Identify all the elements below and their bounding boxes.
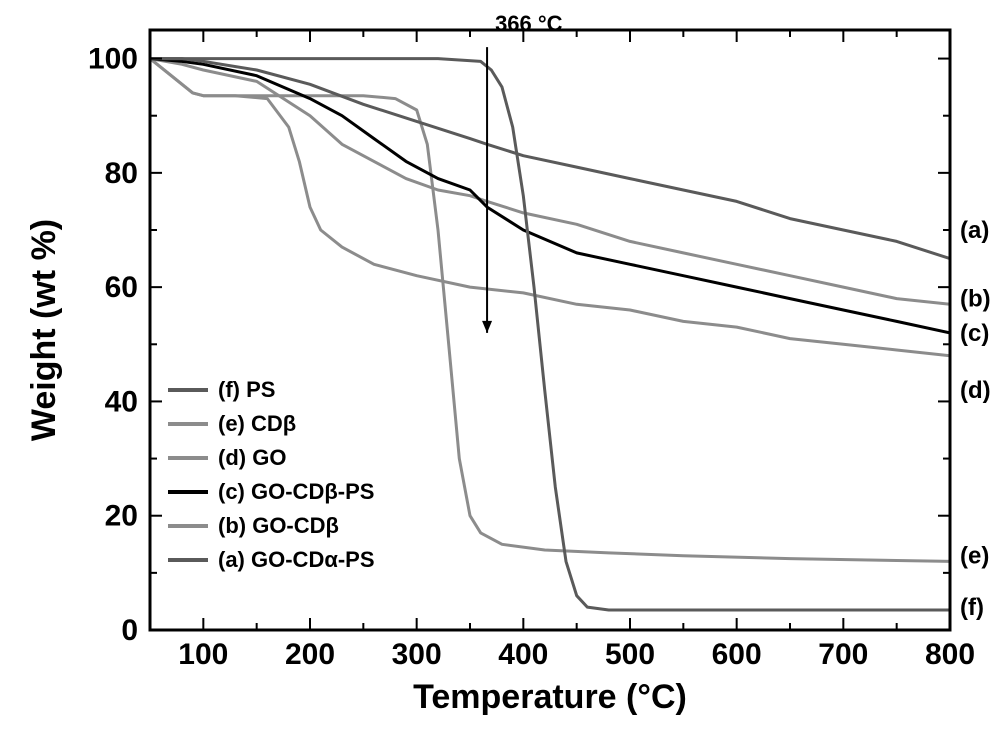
series-tag-b: (b) [960, 286, 991, 313]
x-tick-label: 600 [712, 638, 762, 671]
legend-label-b: (b) GO-CDβ [218, 513, 339, 538]
tga-chart: 100 200 300 400 500 600 700 800 0 20 40 60 80 100 Temp… [0, 0, 1000, 733]
series-tag-c: (c) [960, 320, 989, 347]
legend-swatch-f [168, 388, 208, 392]
legend-label-f: (f) PS [218, 377, 275, 402]
legend-label-e: (e) CDβ [218, 411, 296, 436]
x-tick-label: 400 [498, 638, 548, 671]
x-tick-label: 100 [178, 638, 228, 671]
y-tick-label: 80 [105, 157, 138, 190]
x-tick-label: 200 [285, 638, 335, 671]
legend-swatch-b [168, 524, 208, 528]
annotation-label: 366 °C [495, 11, 563, 36]
y-tick-label: 100 [88, 43, 138, 76]
legend-swatch-e [168, 422, 208, 426]
legend-swatch-d [168, 456, 208, 460]
legend-label-a: (a) GO-CDα-PS [218, 547, 375, 572]
y-tick-label: 0 [121, 614, 138, 647]
series-tag-f: (f) [960, 594, 984, 621]
legend-label-d: (d) GO [218, 445, 286, 470]
x-axis-label: Temperature (°C) [413, 678, 687, 716]
x-tick-label: 700 [818, 638, 868, 671]
series-tag-a: (a) [960, 217, 989, 244]
x-tick-label: 800 [925, 638, 975, 671]
x-tick-label: 500 [605, 638, 655, 671]
x-tick-label: 300 [392, 638, 442, 671]
y-tick-label: 40 [105, 385, 138, 418]
y-tick-label: 20 [105, 500, 138, 533]
legend-label-c: (c) GO-CDβ-PS [218, 479, 374, 504]
legend-swatch-a [168, 558, 208, 562]
series-tag-e: (e) [960, 543, 989, 570]
legend-swatch-c [168, 490, 208, 494]
series-tag-d: (d) [960, 377, 991, 404]
y-tick-label: 60 [105, 271, 138, 304]
y-axis-label: Weight (wt %) [25, 219, 63, 441]
